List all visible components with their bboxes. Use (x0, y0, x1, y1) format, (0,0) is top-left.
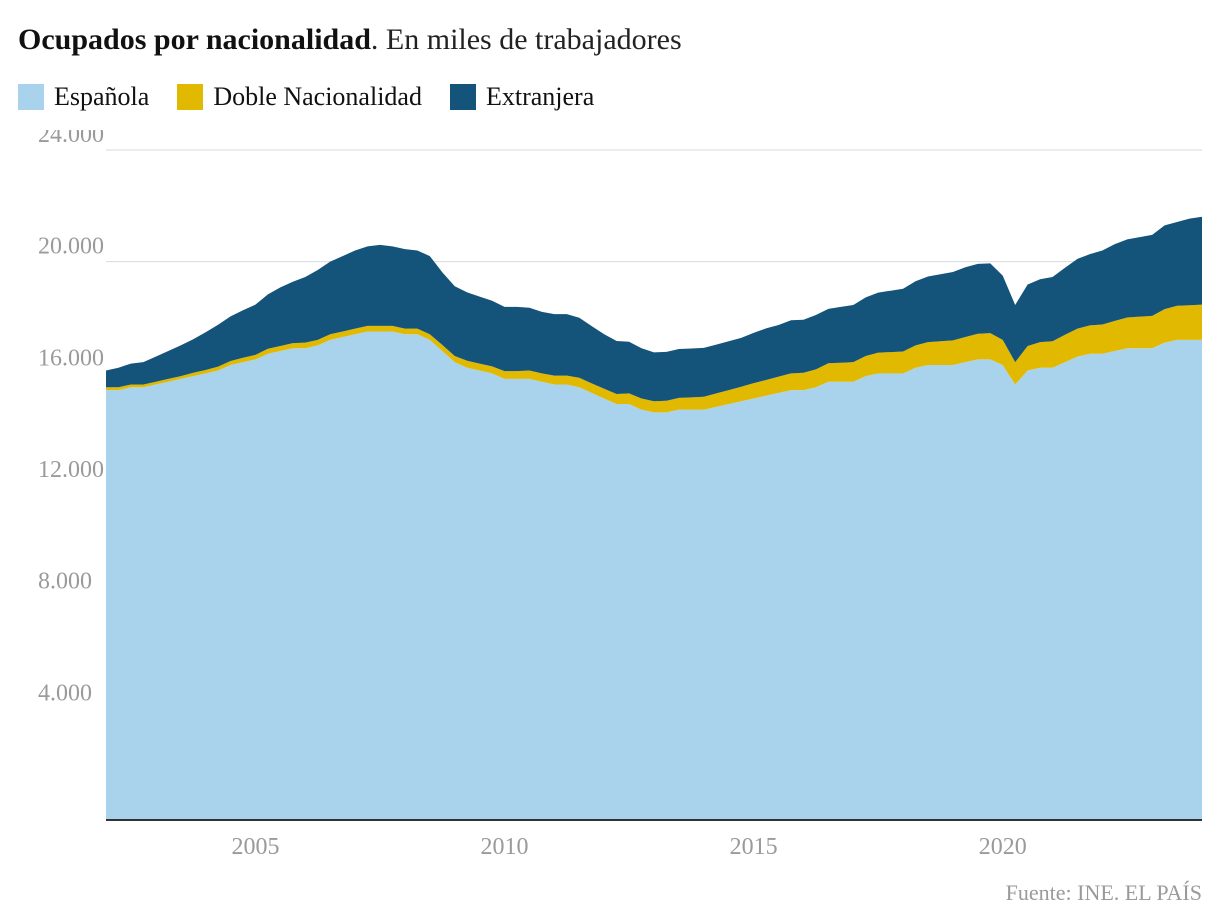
source-line: Fuente: INE. EL PAÍS (1006, 880, 1202, 906)
legend-swatch-extranjera (450, 84, 476, 110)
legend-item-doble: Doble Nacionalidad (177, 82, 422, 112)
chart-title: Ocupados por nacionalidad. En miles de t… (18, 22, 682, 58)
svg-text:16.000: 16.000 (38, 345, 104, 371)
legend-item-espanola: Española (18, 82, 149, 112)
legend-swatch-espanola (18, 84, 44, 110)
svg-text:12.000: 12.000 (38, 457, 104, 483)
svg-text:2010: 2010 (481, 834, 529, 860)
svg-text:4.000: 4.000 (38, 680, 92, 706)
svg-text:2015: 2015 (730, 834, 778, 860)
legend-label-doble: Doble Nacionalidad (213, 82, 422, 112)
title-bold: Ocupados por nacionalidad (18, 23, 371, 56)
stacked-area-chart: 4.000 8.000 12.000 16.000 20.000 24.000 2005 20… (18, 130, 1202, 870)
svg-text:20.000: 20.000 (38, 234, 104, 260)
legend-swatch-doble (177, 84, 203, 110)
legend-item-extranjera: Extranjera (450, 82, 594, 112)
legend-label-extranjera: Extranjera (486, 82, 594, 112)
svg-text:2020: 2020 (979, 834, 1027, 860)
title-subtitle: . En miles de trabajadores (371, 23, 682, 56)
svg-text:8.000: 8.000 (38, 569, 92, 595)
legend: Española Doble Nacionalidad Extranjera (18, 82, 594, 112)
legend-label-espanola: Española (54, 82, 149, 112)
svg-text:24.000: 24.000 (38, 130, 104, 148)
svg-text:2005: 2005 (231, 834, 279, 860)
